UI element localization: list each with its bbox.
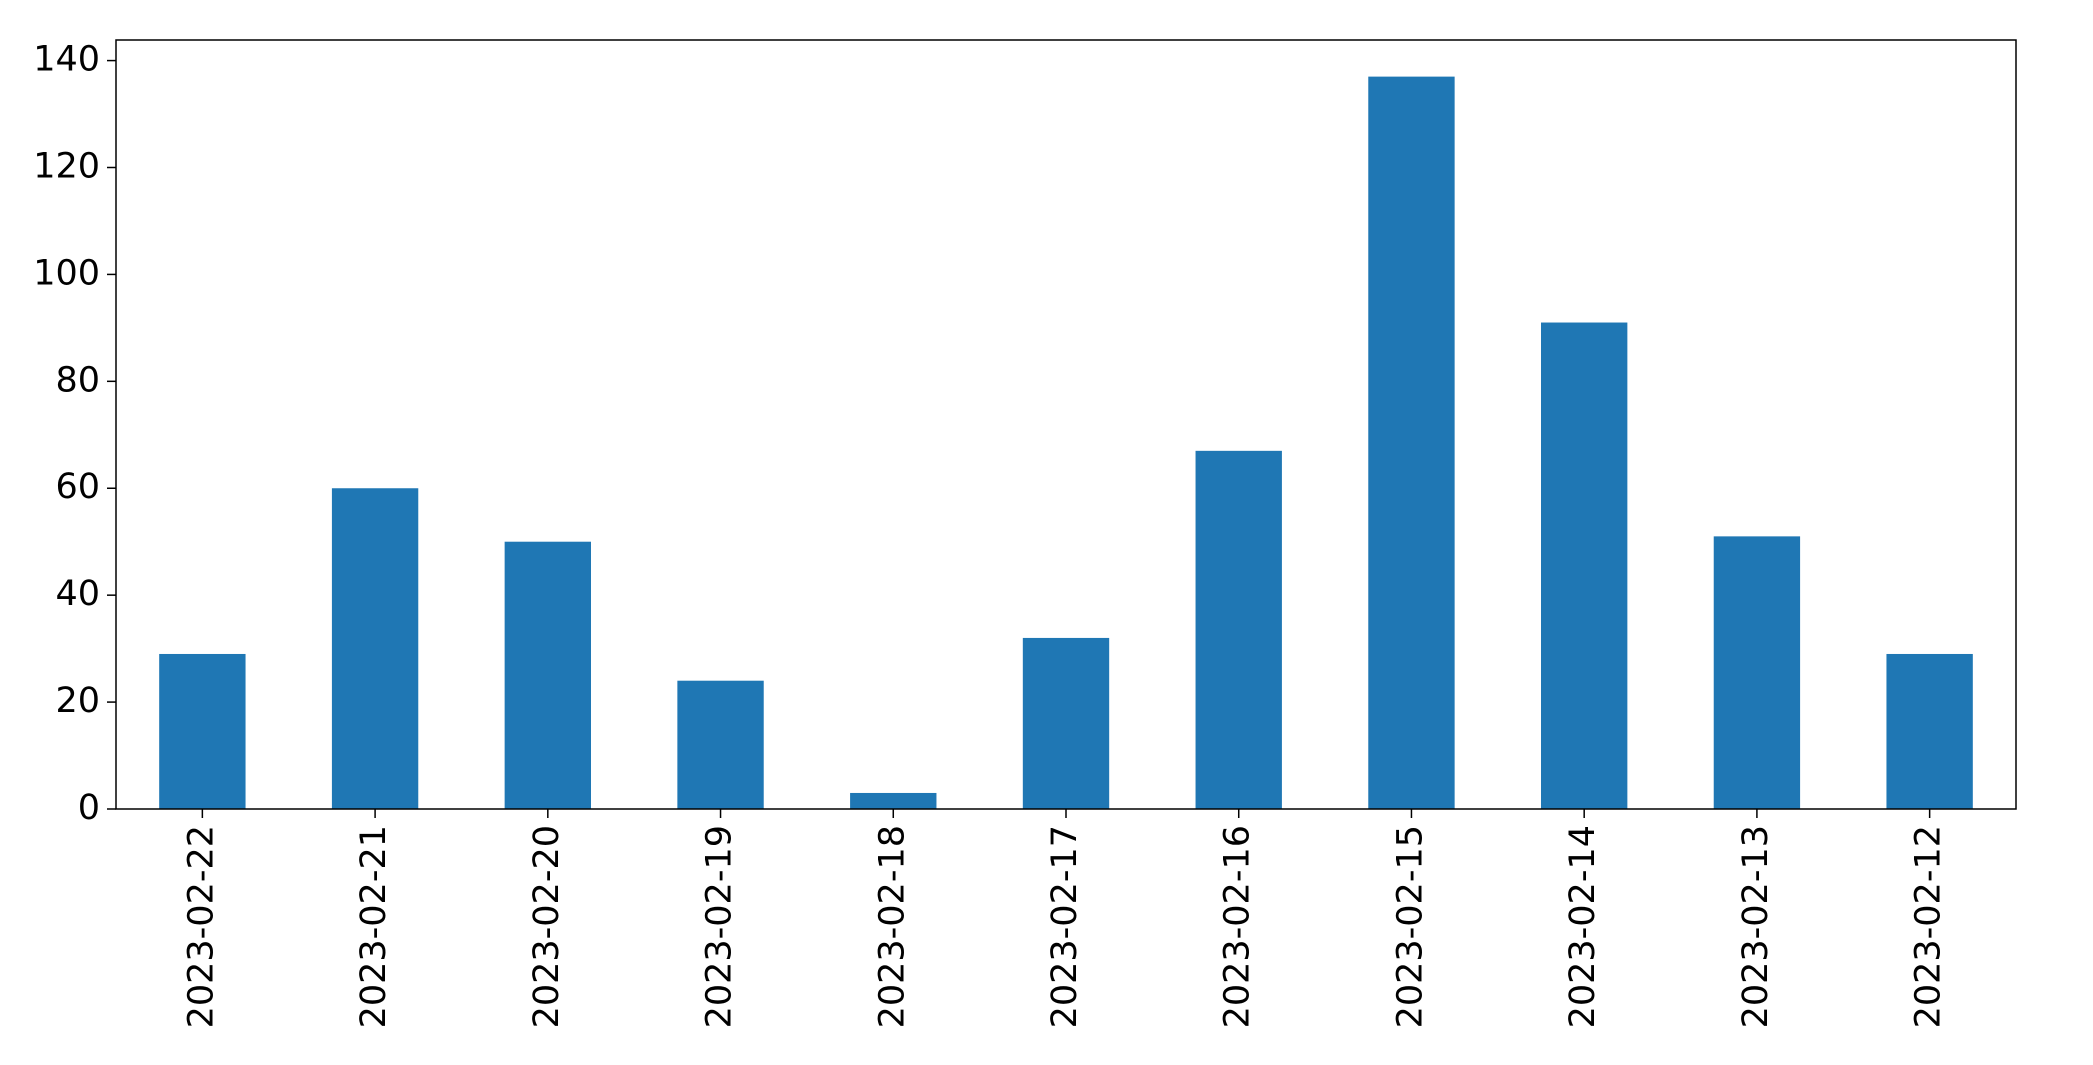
- bar: [677, 680, 764, 809]
- y-tick-label: 60: [55, 467, 100, 507]
- bar: [1368, 76, 1455, 810]
- x-tick-label: 2023-02-12: [1909, 825, 1949, 1028]
- y-tick-label: 80: [55, 360, 100, 400]
- bar: [1541, 322, 1628, 809]
- x-tick-label: 2023-02-17: [1045, 825, 1085, 1028]
- bar: [850, 792, 937, 809]
- bar: [504, 541, 591, 809]
- y-tick-label: 40: [55, 574, 100, 614]
- y-tick-label: 20: [55, 681, 100, 721]
- bar: [1886, 653, 1973, 809]
- bar: [1195, 450, 1282, 809]
- bar: [159, 653, 246, 809]
- x-tick-label: 2023-02-15: [1390, 825, 1430, 1028]
- bar: [1713, 536, 1801, 809]
- x-tick-label: 2023-02-16: [1218, 825, 1258, 1028]
- x-tick-label: 2023-02-20: [527, 825, 567, 1028]
- bar: [331, 488, 419, 809]
- x-tick-label: 2023-02-13: [1736, 825, 1776, 1028]
- y-tick-label: 140: [33, 40, 100, 80]
- x-tick-label: 2023-02-21: [354, 825, 394, 1028]
- y-tick-label: 100: [33, 253, 100, 293]
- x-tick-label: 2023-02-14: [1563, 825, 1603, 1028]
- y-tick-label: 0: [78, 788, 100, 828]
- x-tick-label: 2023-02-22: [181, 825, 221, 1028]
- x-tick-label: 2023-02-19: [700, 825, 740, 1028]
- y-tick-label: 120: [33, 146, 100, 186]
- bar: [1022, 637, 1110, 809]
- x-tick-label: 2023-02-18: [872, 825, 912, 1028]
